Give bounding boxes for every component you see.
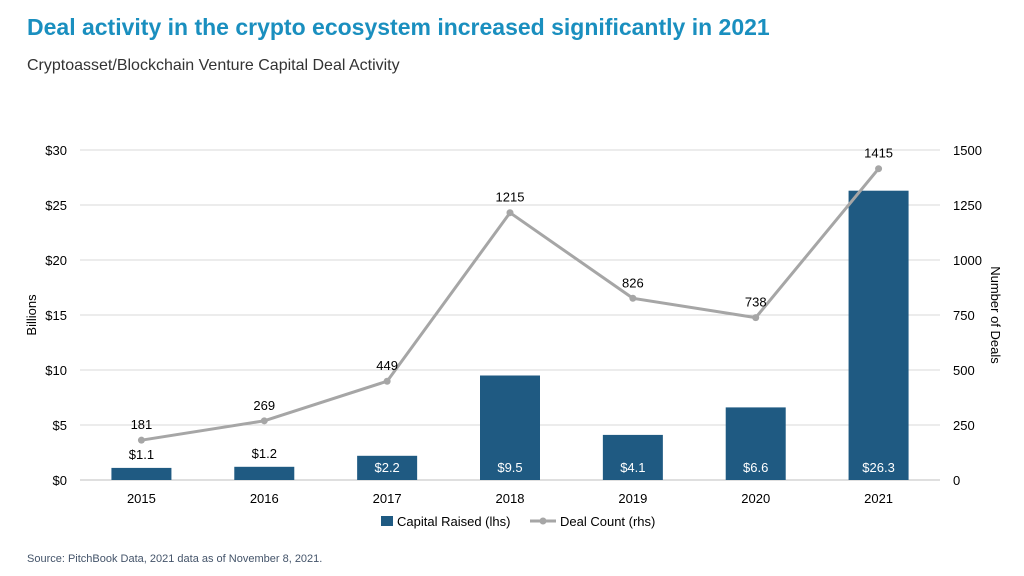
x-tick-label: 2020: [741, 491, 770, 506]
legend-line-marker: [539, 517, 547, 525]
bar-value-label: $4.1: [620, 460, 645, 475]
bar-value-label: $6.6: [743, 460, 768, 475]
deal-count-label: 1415: [864, 146, 893, 161]
deal-count-point: [629, 294, 637, 302]
bar-value-label: $2.2: [374, 460, 399, 475]
y-left-axis-title: Billions: [24, 294, 39, 336]
bar-2019: [602, 434, 663, 480]
bar-2021: [848, 190, 909, 480]
y-right-tick-label: 500: [953, 363, 975, 378]
y-right-tick-label: 1500: [953, 143, 982, 158]
deal-count-point: [260, 417, 268, 425]
y-right-tick-label: 0: [953, 473, 960, 488]
legend-bar-swatch: [381, 516, 393, 526]
chart-subtitle: Cryptoasset/Blockchain Venture Capital D…: [27, 57, 400, 74]
deal-count-label: 826: [622, 275, 644, 290]
x-tick-label: 2018: [496, 491, 525, 506]
y-right-axis-title: Number of Deals: [988, 266, 1003, 364]
y-left-tick-label: $5: [53, 418, 67, 433]
source-note: Source: PitchBook Data, 2021 data as of …: [27, 553, 323, 565]
bar-2017: [357, 455, 418, 480]
x-tick-label: 2015: [127, 491, 156, 506]
deal-count-label: 181: [131, 417, 153, 432]
bar-value-label: $9.5: [497, 460, 522, 475]
chart-title: Deal activity in the crypto ecosystem in…: [27, 14, 770, 40]
x-tick-label: 2016: [250, 491, 279, 506]
deal-count-label: 1215: [496, 190, 525, 205]
y-right-tick-label: 1250: [953, 198, 982, 213]
deal-count-point: [383, 377, 391, 385]
y-left-tick-label: $30: [45, 143, 67, 158]
legend-line-label: Deal Count (rhs): [560, 514, 655, 529]
y-right-tick-label: 250: [953, 418, 975, 433]
bar-2016: [234, 466, 295, 480]
legend-bar-label: Capital Raised (lhs): [397, 514, 510, 529]
bar-2018: [480, 375, 540, 480]
bar-value-label: $1.2: [252, 446, 277, 461]
deal-count-point: [752, 314, 760, 322]
x-tick-label: 2021: [864, 491, 893, 506]
x-tick-label: 2019: [618, 491, 647, 506]
y-right-tick-label: 750: [953, 308, 975, 323]
deal-count-label: 449: [376, 358, 398, 373]
bar-2015: [111, 467, 172, 480]
y-left-tick-label: $10: [45, 363, 67, 378]
bar-value-label: $1.1: [129, 447, 154, 462]
y-left-tick-label: $0: [53, 473, 67, 488]
deal-count-point: [875, 165, 883, 173]
deal-count-label: 269: [253, 398, 275, 413]
bar-value-label: $26.3: [862, 460, 895, 475]
deal-count-point: [506, 209, 514, 217]
deal-count-label: 738: [745, 295, 767, 310]
y-left-tick-label: $15: [45, 308, 67, 323]
bar-2020: [725, 407, 786, 480]
deal-count-point: [137, 436, 145, 444]
y-right-tick-label: 1000: [953, 253, 982, 268]
y-left-tick-label: $25: [45, 198, 67, 213]
y-left-tick-label: $20: [45, 253, 67, 268]
x-tick-label: 2017: [373, 491, 402, 506]
